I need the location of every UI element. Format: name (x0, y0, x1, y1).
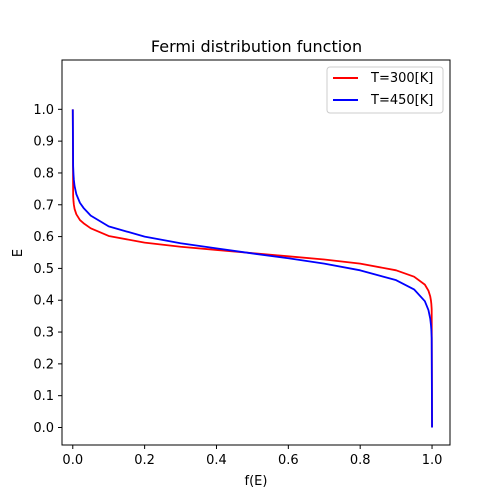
y-tick-label: 0.4 (33, 294, 54, 309)
x-tick-label: 1.0 (422, 453, 443, 468)
y-tick-label: 0.3 (33, 326, 54, 341)
x-tick-label: 0.8 (350, 453, 371, 468)
plot-background (62, 60, 450, 445)
y-tick-label: 1.0 (33, 103, 54, 118)
y-tick-label: 0.9 (33, 135, 54, 150)
x-tick-label: 0.0 (62, 453, 83, 468)
x-tick-label: 0.4 (206, 453, 227, 468)
y-axis-label: E (11, 249, 26, 257)
x-axis-label: f(E) (245, 474, 268, 489)
x-tick-label: 0.6 (278, 453, 299, 468)
legend: T=300[K] T=450[K] (327, 67, 443, 113)
legend-label-series-2: T=450[K] (370, 93, 433, 108)
y-tick-label: 0.1 (33, 389, 54, 404)
plot-area (62, 60, 450, 445)
x-tick-label: 0.2 (134, 453, 155, 468)
y-tick-label: 0.7 (33, 198, 54, 213)
y-tick-label: 0.8 (33, 166, 54, 181)
legend-label-series-1: T=300[K] (370, 71, 433, 86)
y-tick-label: 0.0 (33, 421, 54, 436)
y-tick-label: 0.6 (33, 230, 54, 245)
y-tick-label: 0.2 (33, 357, 54, 372)
chart-title: Fermi distribution function (151, 37, 362, 56)
y-tick-label: 0.5 (33, 262, 54, 277)
